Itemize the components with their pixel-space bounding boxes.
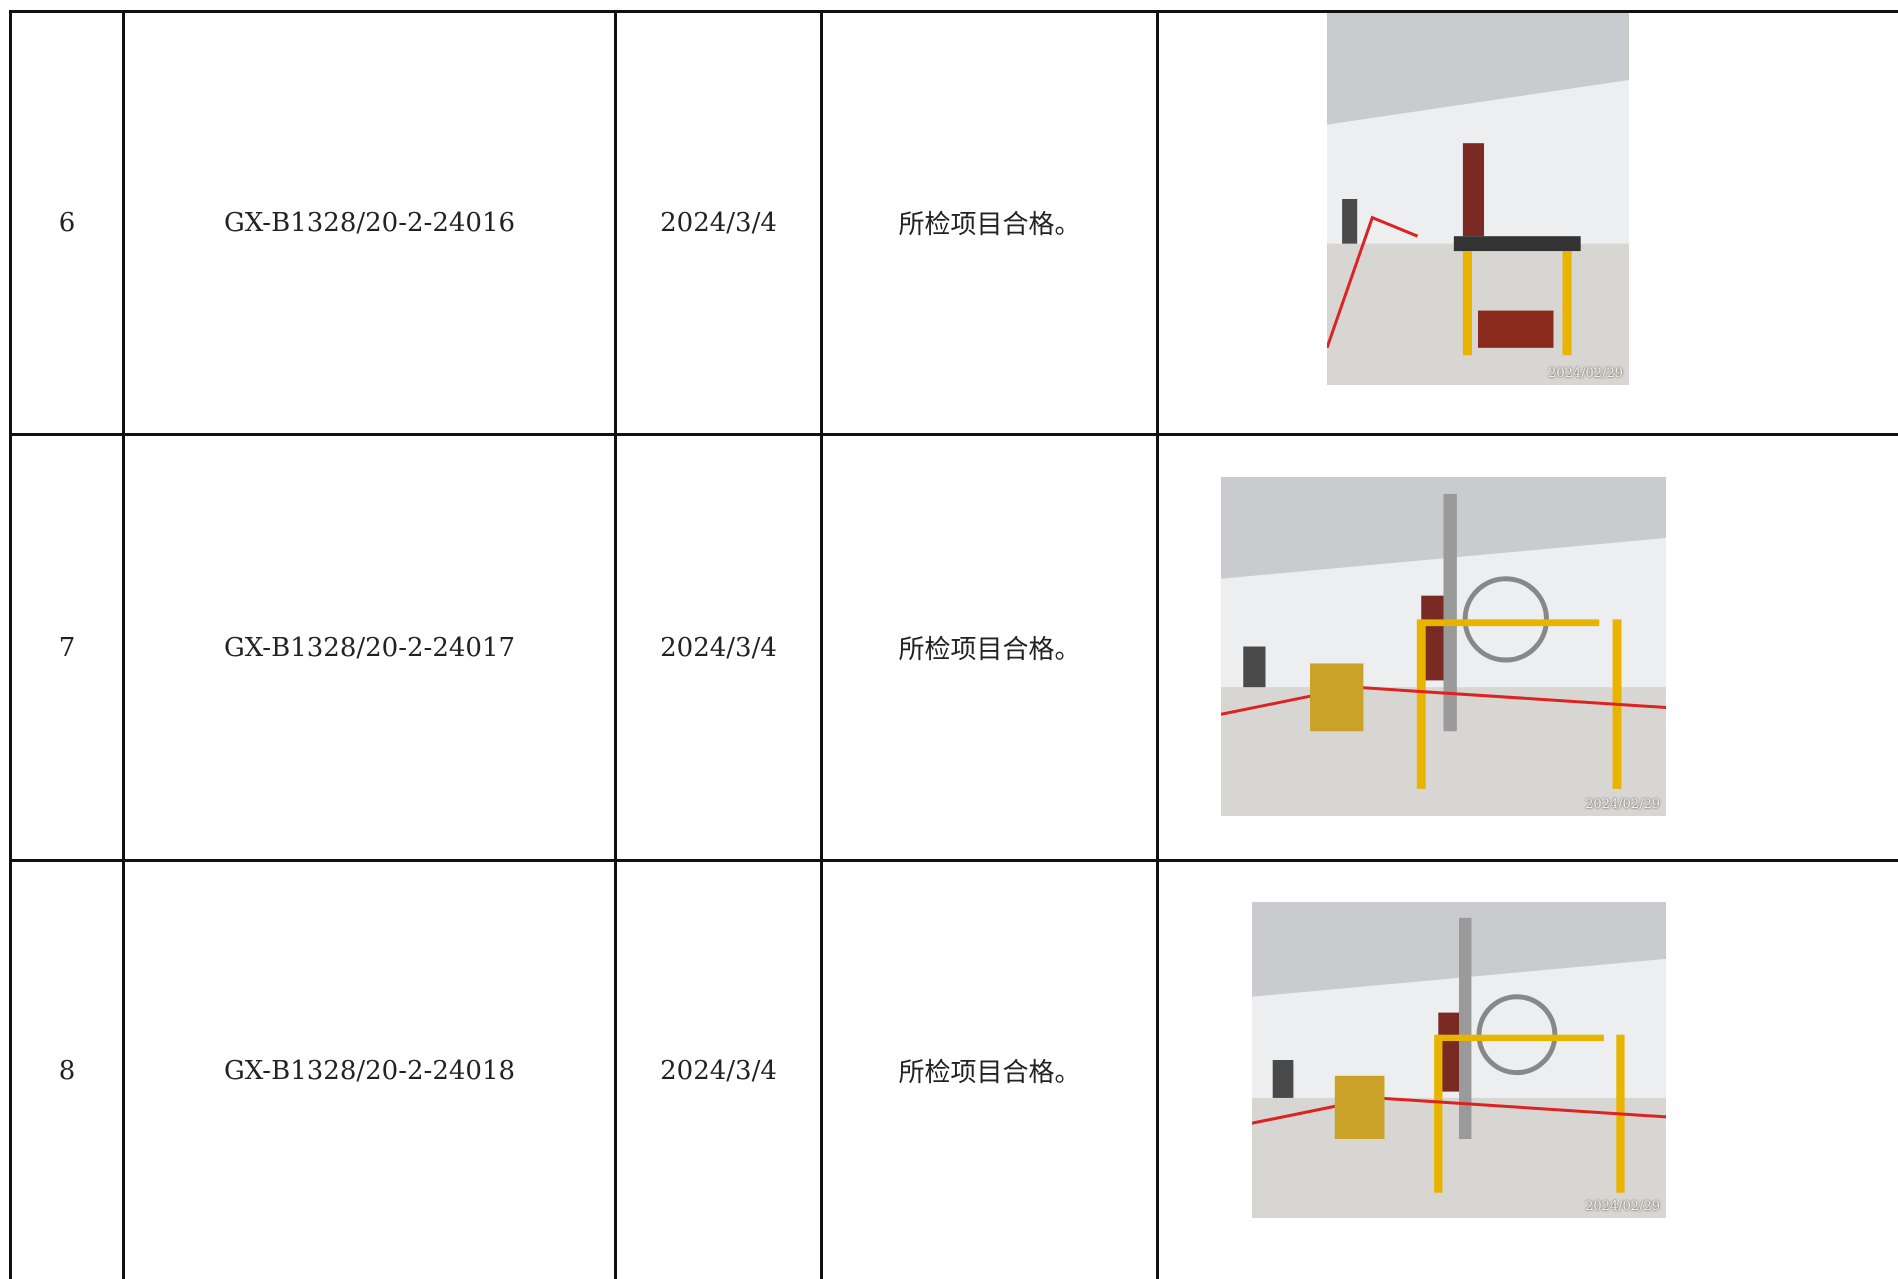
table-border <box>1156 10 1159 1279</box>
test-date: 2024/3/4 <box>660 1055 777 1086</box>
test-result: 所检项目合格。 <box>898 635 1081 665</box>
test-result: 所检项目合格。 <box>898 210 1081 240</box>
table-border <box>9 10 12 1279</box>
table-border <box>10 859 1898 862</box>
table-border <box>820 10 823 1279</box>
test-date: 2024/3/4 <box>660 207 777 238</box>
table-border <box>10 433 1898 436</box>
row-number: 6 <box>58 207 76 238</box>
inspection-photo: 2024/02/29 <box>1252 902 1666 1218</box>
test-result: 所检项目合格。 <box>898 1058 1081 1088</box>
inspection-photo: 2024/02/29 <box>1221 477 1666 816</box>
photo-date-stamp: 2024/02/29 <box>1585 1199 1660 1214</box>
table-border <box>10 10 1898 13</box>
test-date: 2024/3/4 <box>660 632 777 663</box>
table-border <box>122 10 125 1279</box>
inspection-photo: 2024/02/29 <box>1327 13 1629 385</box>
sample-code: GX-B1328/20-2-24018 <box>223 1055 516 1086</box>
sample-code: GX-B1328/20-2-24016 <box>223 207 516 238</box>
sample-code: GX-B1328/20-2-24017 <box>223 632 516 663</box>
photo-date-stamp: 2024/02/29 <box>1585 797 1660 812</box>
table-border <box>614 10 617 1279</box>
photo-date-stamp: 2024/02/29 <box>1548 366 1623 381</box>
row-number: 7 <box>58 632 76 663</box>
row-number: 8 <box>58 1055 76 1086</box>
